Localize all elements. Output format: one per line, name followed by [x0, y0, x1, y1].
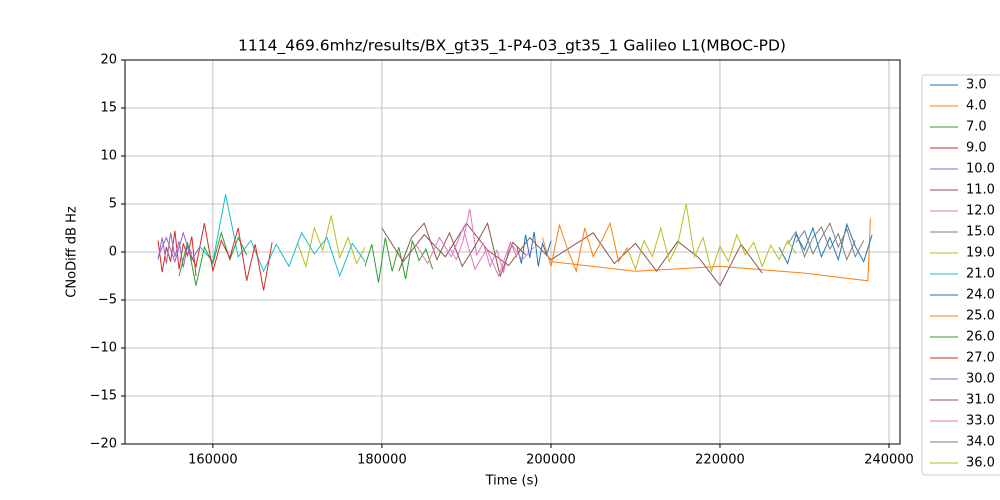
legend-label: 19.0: [966, 246, 995, 261]
legend-label: 10.0: [966, 162, 995, 177]
series-line: [542, 221, 628, 273]
series-line: [381, 222, 763, 287]
legend-label: 21.0: [966, 267, 995, 282]
legend-label: 12.0: [966, 204, 995, 219]
legend-label: 34.0: [966, 435, 995, 450]
x-tick-label: 220000: [695, 453, 745, 468]
y-tick-label: 20: [100, 53, 117, 68]
y-tick-label: 0: [109, 245, 117, 260]
series-line: [157, 232, 193, 268]
y-tick-label: 10: [100, 149, 117, 164]
legend-label: 26.0: [966, 330, 995, 345]
legend-label: 25.0: [966, 309, 995, 324]
chart-title: 1114_469.6mhz/results/BX_gt35_1-P4-03_gt…: [238, 37, 786, 56]
legend-label: 7.0: [966, 120, 987, 135]
series-line: [516, 231, 552, 267]
series-line: [795, 222, 865, 259]
legend-label: 3.0: [966, 78, 987, 93]
series-line: [199, 194, 366, 278]
x-tick-label: 180000: [357, 453, 407, 468]
series-line: [157, 231, 201, 264]
x-tick-label: 200000: [526, 453, 576, 468]
legend-label: 4.0: [966, 99, 987, 114]
legend-label: 33.0: [966, 414, 995, 429]
series-line: [364, 237, 434, 283]
legend-label: 11.0: [966, 183, 995, 198]
legend-label: 31.0: [966, 393, 995, 408]
series-line: [449, 208, 518, 275]
legend-label: 30.0: [966, 372, 995, 387]
legend-label: 15.0: [966, 225, 995, 240]
legend-label: 9.0: [966, 141, 987, 156]
y-tick-label: −15: [90, 389, 117, 404]
x-tick-label: 160000: [188, 453, 238, 468]
series-line: [778, 222, 873, 265]
y-axis-label: CNoDiff dB Hz: [65, 206, 80, 298]
series-line: [296, 215, 366, 269]
y-tick-label: −10: [90, 341, 117, 356]
series-line: [187, 223, 273, 291]
y-tick-label: 15: [100, 101, 117, 116]
y-tick-label: 5: [109, 197, 117, 212]
legend-label: 24.0: [966, 288, 995, 303]
x-tick-label: 240000: [864, 453, 914, 468]
series-line: [398, 221, 526, 278]
legend-label: 36.0: [966, 456, 995, 471]
plot-frame: [124, 59, 901, 445]
legend-box: [921, 74, 1000, 476]
series-line: [626, 203, 797, 273]
series-line: [415, 226, 535, 278]
x-axis-label: Time (s): [485, 474, 539, 489]
legend-label: 27.0: [966, 351, 995, 366]
series-line: [178, 231, 248, 286]
series-line: [550, 218, 871, 282]
y-tick-label: −20: [90, 437, 117, 452]
y-tick-label: −5: [98, 293, 117, 308]
